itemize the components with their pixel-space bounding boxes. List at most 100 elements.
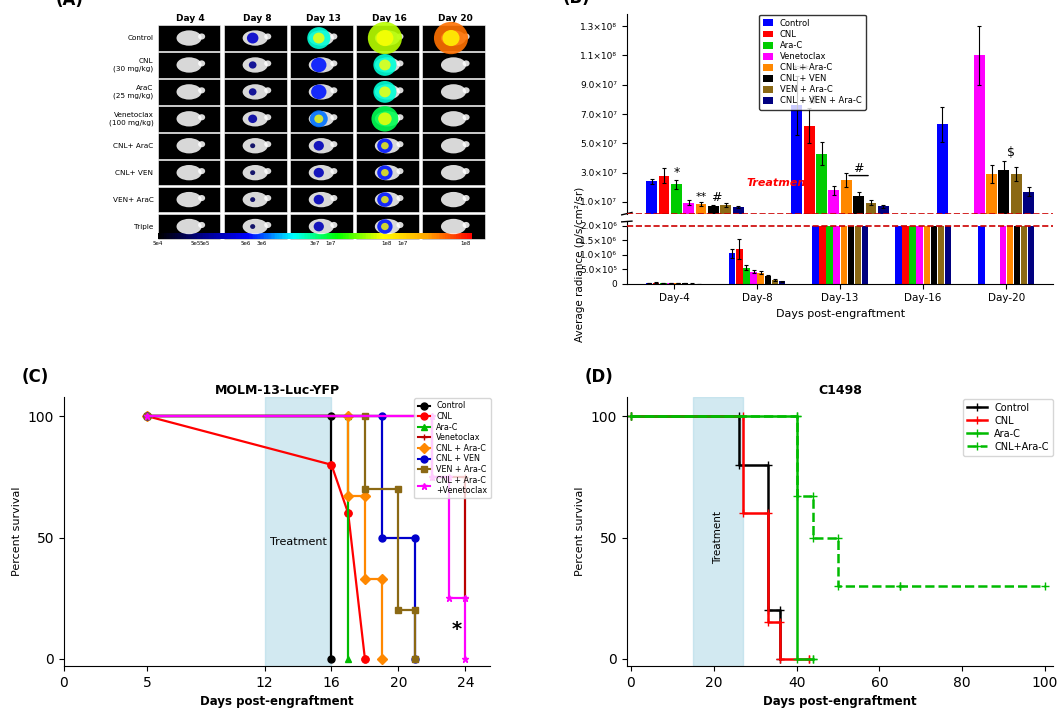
Bar	[232, 232, 233, 240]
Bar	[200, 232, 202, 240]
Bar	[744, 268, 750, 284]
Bar	[376, 232, 378, 240]
Bar	[339, 232, 342, 240]
Bar	[924, 226, 930, 284]
Bar	[464, 232, 466, 240]
Ellipse shape	[330, 114, 337, 120]
Ellipse shape	[310, 110, 328, 127]
Bar	[335, 232, 337, 240]
Bar	[170, 232, 172, 240]
Ellipse shape	[378, 138, 393, 153]
Bar	[329, 232, 331, 240]
Text: 5e4: 5e4	[152, 240, 163, 245]
Bar	[206, 232, 209, 240]
Bar	[277, 232, 279, 240]
Bar	[409, 232, 411, 240]
Ellipse shape	[378, 112, 392, 125]
Ellipse shape	[373, 81, 397, 103]
Bar	[412, 232, 414, 240]
Bar	[425, 232, 427, 240]
Bar	[423, 232, 425, 240]
Ellipse shape	[330, 222, 337, 228]
Bar	[372, 232, 375, 240]
Bar	[460, 232, 461, 240]
Bar	[371, 232, 373, 240]
Ellipse shape	[198, 222, 205, 228]
Bar	[223, 79, 286, 105]
Ellipse shape	[177, 111, 202, 127]
Ellipse shape	[243, 219, 268, 234]
Y-axis label: Percent survival: Percent survival	[12, 487, 22, 576]
Bar	[454, 232, 456, 240]
Legend: Control, CNL, Ara-C, CNL+Ara-C: Control, CNL, Ara-C, CNL+Ara-C	[963, 399, 1052, 455]
Bar	[169, 232, 170, 240]
Ellipse shape	[309, 219, 334, 234]
Bar	[461, 232, 463, 240]
Bar	[356, 79, 419, 105]
Text: (B): (B)	[563, 0, 591, 7]
Ellipse shape	[264, 33, 271, 40]
Bar	[325, 232, 326, 240]
Legend: Control, CNL, Ara-C, Venetoclax, CNL + Ara-C, CNL + VEN, VEN + Ara-C, CNL + VEN : Control, CNL, Ara-C, Venetoclax, CNL + A…	[759, 14, 866, 109]
Bar	[693, 397, 743, 666]
Bar	[196, 232, 197, 240]
Text: 1e7: 1e7	[326, 240, 335, 245]
Bar	[306, 232, 309, 240]
Bar	[265, 397, 332, 666]
Ellipse shape	[198, 88, 205, 93]
Bar	[916, 226, 922, 284]
Bar	[285, 232, 287, 240]
Bar	[758, 273, 764, 284]
Bar	[356, 133, 419, 159]
Bar	[276, 232, 278, 240]
Bar	[816, 153, 827, 216]
Ellipse shape	[309, 165, 334, 180]
Ellipse shape	[440, 165, 466, 180]
Bar	[183, 232, 185, 240]
Bar	[226, 232, 228, 240]
Bar	[321, 232, 323, 240]
Bar	[157, 133, 220, 159]
Ellipse shape	[375, 192, 400, 207]
Ellipse shape	[198, 141, 205, 147]
Text: Day 13: Day 13	[305, 14, 340, 22]
Ellipse shape	[375, 165, 400, 180]
Ellipse shape	[378, 219, 393, 234]
Bar	[450, 232, 452, 240]
Bar	[451, 232, 453, 240]
Bar	[273, 232, 276, 240]
Ellipse shape	[330, 33, 337, 40]
Bar	[166, 232, 167, 240]
Ellipse shape	[309, 138, 334, 153]
Bar	[422, 106, 485, 132]
X-axis label: Days post-engraftment: Days post-engraftment	[776, 309, 904, 319]
Ellipse shape	[440, 192, 466, 207]
Ellipse shape	[381, 223, 388, 230]
Bar	[803, 126, 815, 216]
Text: CNL
(30 mg/kg): CNL (30 mg/kg)	[113, 58, 153, 72]
Bar	[854, 226, 861, 284]
Bar	[213, 232, 215, 240]
Ellipse shape	[397, 222, 403, 228]
Bar	[249, 232, 251, 240]
Ellipse shape	[463, 195, 469, 201]
Bar	[300, 232, 302, 240]
Text: #: #	[853, 162, 864, 175]
Ellipse shape	[198, 114, 205, 120]
Ellipse shape	[463, 168, 469, 174]
Ellipse shape	[243, 57, 268, 72]
Bar	[331, 232, 332, 240]
Ellipse shape	[177, 219, 202, 234]
Bar	[223, 106, 286, 132]
Ellipse shape	[243, 192, 268, 207]
Bar	[216, 232, 218, 240]
Ellipse shape	[377, 30, 394, 46]
Bar	[422, 214, 485, 240]
Bar	[736, 249, 743, 284]
Bar	[853, 196, 864, 216]
Bar	[305, 232, 307, 240]
Bar	[247, 232, 249, 240]
Ellipse shape	[243, 84, 268, 100]
Bar	[470, 232, 472, 240]
Bar	[362, 232, 364, 240]
